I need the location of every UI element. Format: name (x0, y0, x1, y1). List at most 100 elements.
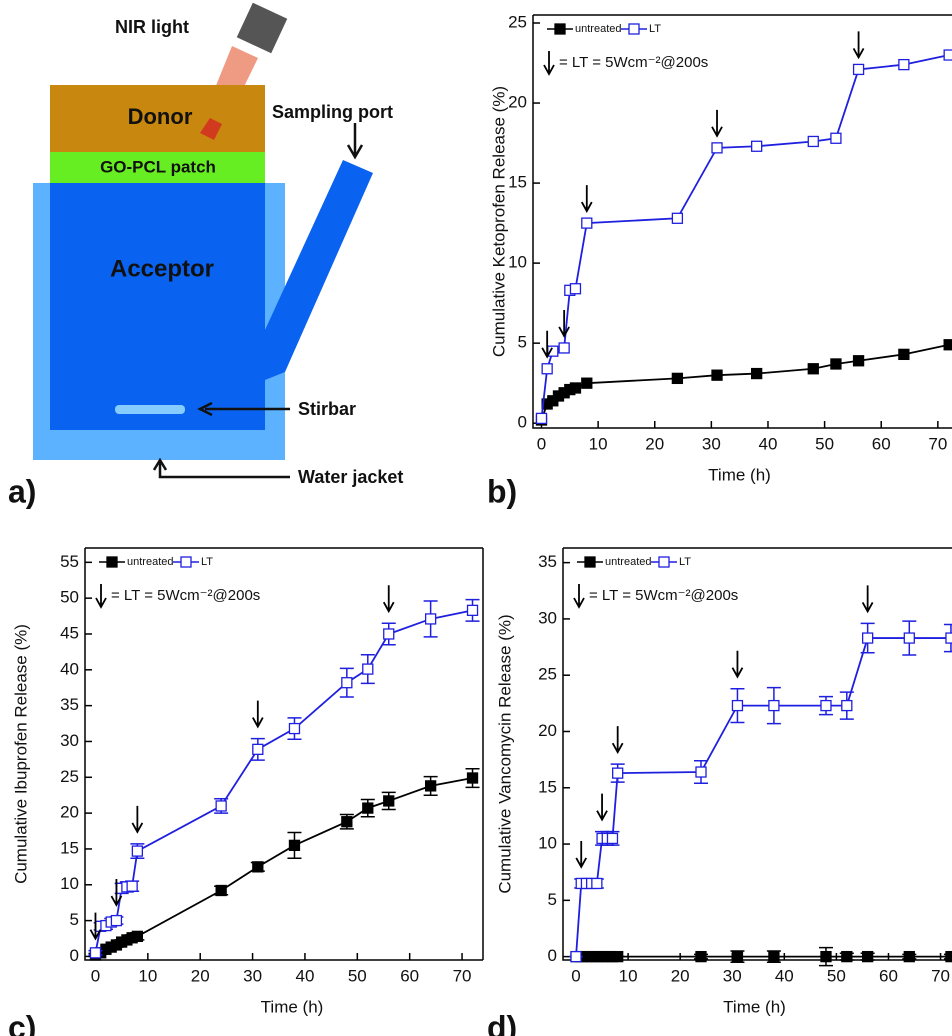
marker (288, 722, 301, 735)
marker (830, 358, 842, 370)
marker (671, 212, 684, 224)
axis-frame (84, 547, 484, 961)
x-tick-label: 0 (537, 434, 546, 453)
treatment-arrow (731, 650, 744, 679)
label: GO-PCL patch (100, 157, 216, 176)
legend-arrow (573, 584, 585, 609)
marker (861, 632, 874, 644)
marker (535, 412, 548, 425)
marker (581, 377, 593, 389)
x-tick-label: 10 (138, 966, 157, 985)
y-tick-label: 30 (538, 608, 557, 627)
y-tick-label: 55 (60, 552, 79, 571)
legend-arrow (95, 584, 107, 609)
treatment-arrow (558, 309, 570, 338)
y-tick-label: 30 (60, 731, 79, 750)
treatment-arrow (541, 330, 553, 359)
legend-label: untreated (605, 556, 651, 568)
y-tick-label: 5 (548, 890, 557, 909)
x-tick-label: 40 (295, 966, 314, 985)
x-tick-label: 60 (400, 966, 419, 985)
marker (861, 950, 874, 963)
marker (768, 699, 780, 712)
marker (731, 699, 744, 712)
marker (591, 877, 603, 890)
label: Acceptor (110, 255, 214, 282)
x-tick-label: 30 (702, 434, 721, 453)
marker (466, 604, 479, 616)
x-tick-label: 0 (91, 966, 100, 985)
y-tick-label: 15 (60, 838, 79, 857)
series-line (575, 637, 951, 957)
arrow-legend: = LT = 5Wcm⁻²@200s (111, 587, 260, 604)
marker (711, 142, 723, 154)
sampling-port-tube (265, 160, 373, 380)
marker (558, 342, 570, 354)
marker (606, 832, 619, 845)
marker (751, 367, 763, 380)
marker (820, 950, 832, 963)
x-axis-label: Time (h) (723, 997, 786, 1016)
label: Sampling port (272, 102, 393, 122)
marker (711, 369, 723, 381)
legend-label: untreated (575, 23, 621, 35)
y-tick-label: 0 (518, 413, 527, 432)
treatment-arrow (110, 879, 123, 907)
treatment-arrow (611, 726, 624, 754)
y-tick-label: 15 (538, 777, 557, 796)
x-tick-label: 70 (453, 966, 472, 985)
label: Donor (128, 104, 193, 129)
marker (131, 845, 144, 857)
treatment-arrow (382, 585, 395, 614)
y-tick-label: 25 (60, 767, 79, 786)
treatment-arrow (596, 793, 608, 822)
marker (126, 880, 138, 892)
x-tick-label: 30 (243, 966, 262, 985)
marker (830, 132, 842, 144)
marker (89, 947, 102, 959)
arrow (197, 401, 290, 417)
x-tick-label: 70 (931, 966, 950, 985)
y-axis-label: Cumulative Ibuprofen Release (%) (11, 624, 30, 884)
marker (131, 930, 144, 943)
marker (898, 348, 910, 361)
treatment-arrow (89, 912, 102, 941)
x-axis-label: Time (h) (261, 997, 324, 1016)
x-tick-label: 40 (759, 434, 778, 453)
chart: 0 5 10 15 20 25 30 35 40 45 50 55 0 10 20 30 40 50 60 70 Tim… (8, 547, 484, 1036)
series-line (540, 54, 950, 419)
treatment-arrow (581, 185, 593, 213)
marker (362, 663, 374, 675)
label: NIR light (115, 17, 189, 37)
marker (841, 699, 853, 712)
x-axis-label: Time (h) (708, 465, 771, 484)
x-tick-label: 70 (928, 434, 947, 453)
series-line (540, 343, 950, 421)
legend-label: LT (679, 556, 691, 568)
legend-marker (106, 556, 118, 568)
legend-marker (584, 556, 596, 568)
y-tick-label: 40 (60, 659, 79, 678)
panel-label: a) (8, 473, 36, 509)
label: Water jacket (298, 467, 403, 487)
axis-frame (562, 547, 952, 961)
treatment-arrow (852, 31, 865, 60)
y-tick-label: 0 (548, 946, 557, 965)
y-tick-label: 10 (60, 874, 79, 893)
x-tick-label: 20 (645, 434, 664, 453)
marker (252, 861, 264, 873)
series-line (94, 609, 473, 954)
marker (807, 135, 819, 148)
marker (945, 632, 952, 644)
treatment-arrow (575, 840, 588, 869)
y-tick-label: 20 (538, 721, 557, 740)
marker (466, 772, 479, 784)
marker (612, 950, 624, 963)
donor (50, 85, 265, 152)
nir-source (236, 2, 288, 54)
marker (215, 800, 227, 812)
marker (110, 914, 123, 927)
marker (898, 58, 910, 71)
